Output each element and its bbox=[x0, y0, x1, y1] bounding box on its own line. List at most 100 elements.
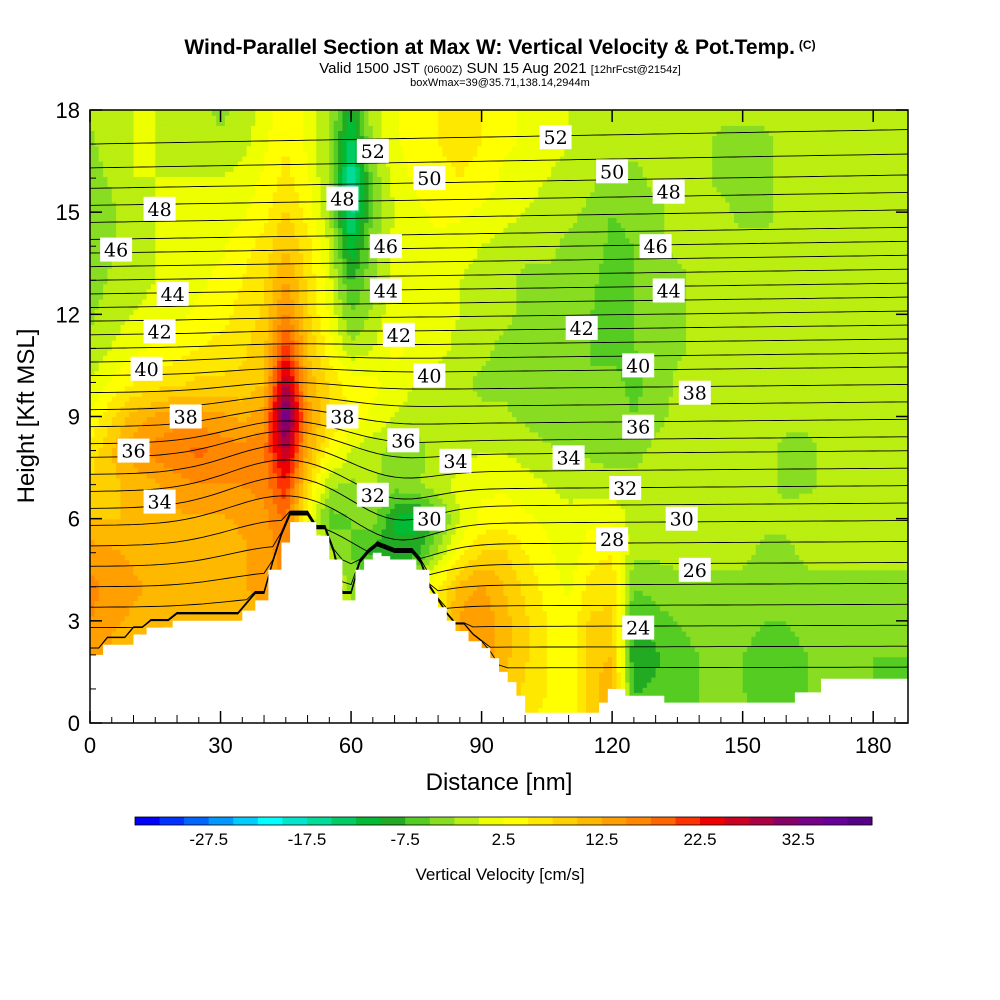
velocity-cell bbox=[198, 528, 204, 535]
velocity-cell bbox=[164, 309, 169, 315]
velocity-cell bbox=[146, 544, 152, 550]
velocity-cell bbox=[90, 181, 95, 188]
velocity-cell bbox=[164, 156, 169, 162]
velocity-cell bbox=[94, 110, 100, 116]
velocity-cell bbox=[185, 156, 191, 162]
velocity-cell bbox=[177, 319, 182, 326]
velocity-cell bbox=[216, 125, 222, 131]
velocity-cell bbox=[207, 355, 213, 361]
velocity-cell bbox=[251, 574, 256, 581]
velocity-cell bbox=[137, 549, 143, 555]
velocity-cell bbox=[237, 339, 243, 346]
velocity-cell bbox=[177, 401, 182, 407]
velocity-cell bbox=[111, 564, 117, 571]
velocity-cell bbox=[159, 181, 165, 188]
copyright-mark: (C) bbox=[799, 38, 816, 52]
velocity-cell bbox=[229, 242, 235, 249]
velocity-cell bbox=[137, 293, 143, 300]
velocity-cell bbox=[185, 273, 191, 280]
velocity-cell bbox=[255, 396, 261, 402]
velocity-cell bbox=[150, 242, 156, 249]
velocity-cell bbox=[120, 590, 126, 596]
velocity-cell bbox=[94, 539, 100, 545]
velocity-cell bbox=[90, 467, 95, 474]
velocity-cell bbox=[146, 253, 152, 259]
velocity-cell bbox=[129, 569, 135, 576]
velocity-cell bbox=[198, 503, 204, 509]
velocity-cell bbox=[111, 605, 117, 612]
velocity-cell bbox=[229, 569, 235, 576]
velocity-cell bbox=[203, 615, 209, 622]
velocity-cell bbox=[251, 431, 256, 438]
velocity-cell bbox=[220, 207, 226, 213]
velocity-cell bbox=[155, 534, 161, 540]
velocity-cell bbox=[94, 166, 100, 172]
velocity-cell bbox=[94, 585, 100, 591]
velocity-cell bbox=[124, 528, 130, 535]
velocity-cell bbox=[216, 391, 222, 397]
velocity-cell bbox=[198, 493, 204, 499]
velocity-cell bbox=[107, 482, 113, 489]
velocity-cell bbox=[246, 171, 252, 177]
velocity-cell bbox=[211, 299, 217, 305]
velocity-cell bbox=[129, 299, 135, 305]
velocity-cell bbox=[90, 212, 95, 218]
velocity-cell bbox=[150, 237, 156, 244]
velocity-cell bbox=[177, 375, 182, 382]
velocity-cell bbox=[255, 334, 261, 341]
velocity-cell bbox=[98, 350, 104, 356]
velocity-cell bbox=[98, 355, 104, 361]
velocity-cell bbox=[220, 375, 226, 382]
velocity-cell bbox=[129, 605, 135, 612]
velocity-cell bbox=[237, 324, 243, 331]
velocity-cell bbox=[203, 447, 209, 453]
velocity-cell bbox=[137, 207, 143, 213]
velocity-cell bbox=[216, 273, 222, 280]
velocity-cell bbox=[203, 253, 209, 259]
velocity-cell bbox=[124, 416, 130, 423]
velocity-cell bbox=[203, 156, 209, 162]
velocity-cell bbox=[264, 559, 269, 566]
velocity-cell bbox=[251, 273, 256, 280]
velocity-cell bbox=[120, 375, 126, 382]
velocity-cell bbox=[198, 304, 204, 310]
velocity-cell bbox=[111, 232, 117, 239]
velocity-cell bbox=[94, 253, 100, 259]
velocity-cell bbox=[211, 196, 217, 203]
velocity-cell bbox=[103, 631, 109, 637]
velocity-cell bbox=[116, 631, 122, 637]
velocity-cell bbox=[190, 166, 196, 172]
velocity-cell bbox=[150, 130, 156, 137]
velocity-cell bbox=[207, 166, 213, 172]
velocity-cell bbox=[177, 447, 182, 453]
velocity-cell bbox=[164, 467, 169, 474]
velocity-cell bbox=[220, 299, 226, 305]
velocity-cell bbox=[155, 161, 161, 167]
velocity-cell bbox=[111, 130, 117, 137]
velocity-cell bbox=[103, 324, 109, 331]
velocity-cell bbox=[246, 401, 252, 407]
velocity-cell bbox=[268, 391, 274, 397]
velocity-cell bbox=[150, 559, 156, 566]
velocity-cell bbox=[116, 150, 122, 157]
velocity-cell bbox=[155, 564, 161, 571]
velocity-cell bbox=[137, 467, 143, 474]
velocity-cell bbox=[107, 380, 113, 387]
velocity-cell bbox=[203, 457, 209, 464]
velocity-cell bbox=[207, 482, 213, 489]
velocity-cell bbox=[159, 416, 165, 423]
velocity-cell bbox=[107, 339, 113, 346]
velocity-cell bbox=[124, 513, 130, 520]
velocity-cell bbox=[207, 462, 213, 469]
velocity-cell bbox=[124, 365, 130, 372]
velocity-cell bbox=[185, 196, 191, 203]
velocity-cell bbox=[181, 580, 187, 586]
velocity-cell bbox=[177, 452, 182, 458]
velocity-cell bbox=[98, 110, 104, 116]
velocity-cell bbox=[181, 196, 187, 203]
velocity-cell bbox=[237, 431, 243, 438]
velocity-cell bbox=[146, 534, 152, 540]
velocity-cell bbox=[264, 452, 269, 458]
velocity-cell bbox=[164, 580, 169, 586]
velocity-cell bbox=[216, 365, 222, 372]
